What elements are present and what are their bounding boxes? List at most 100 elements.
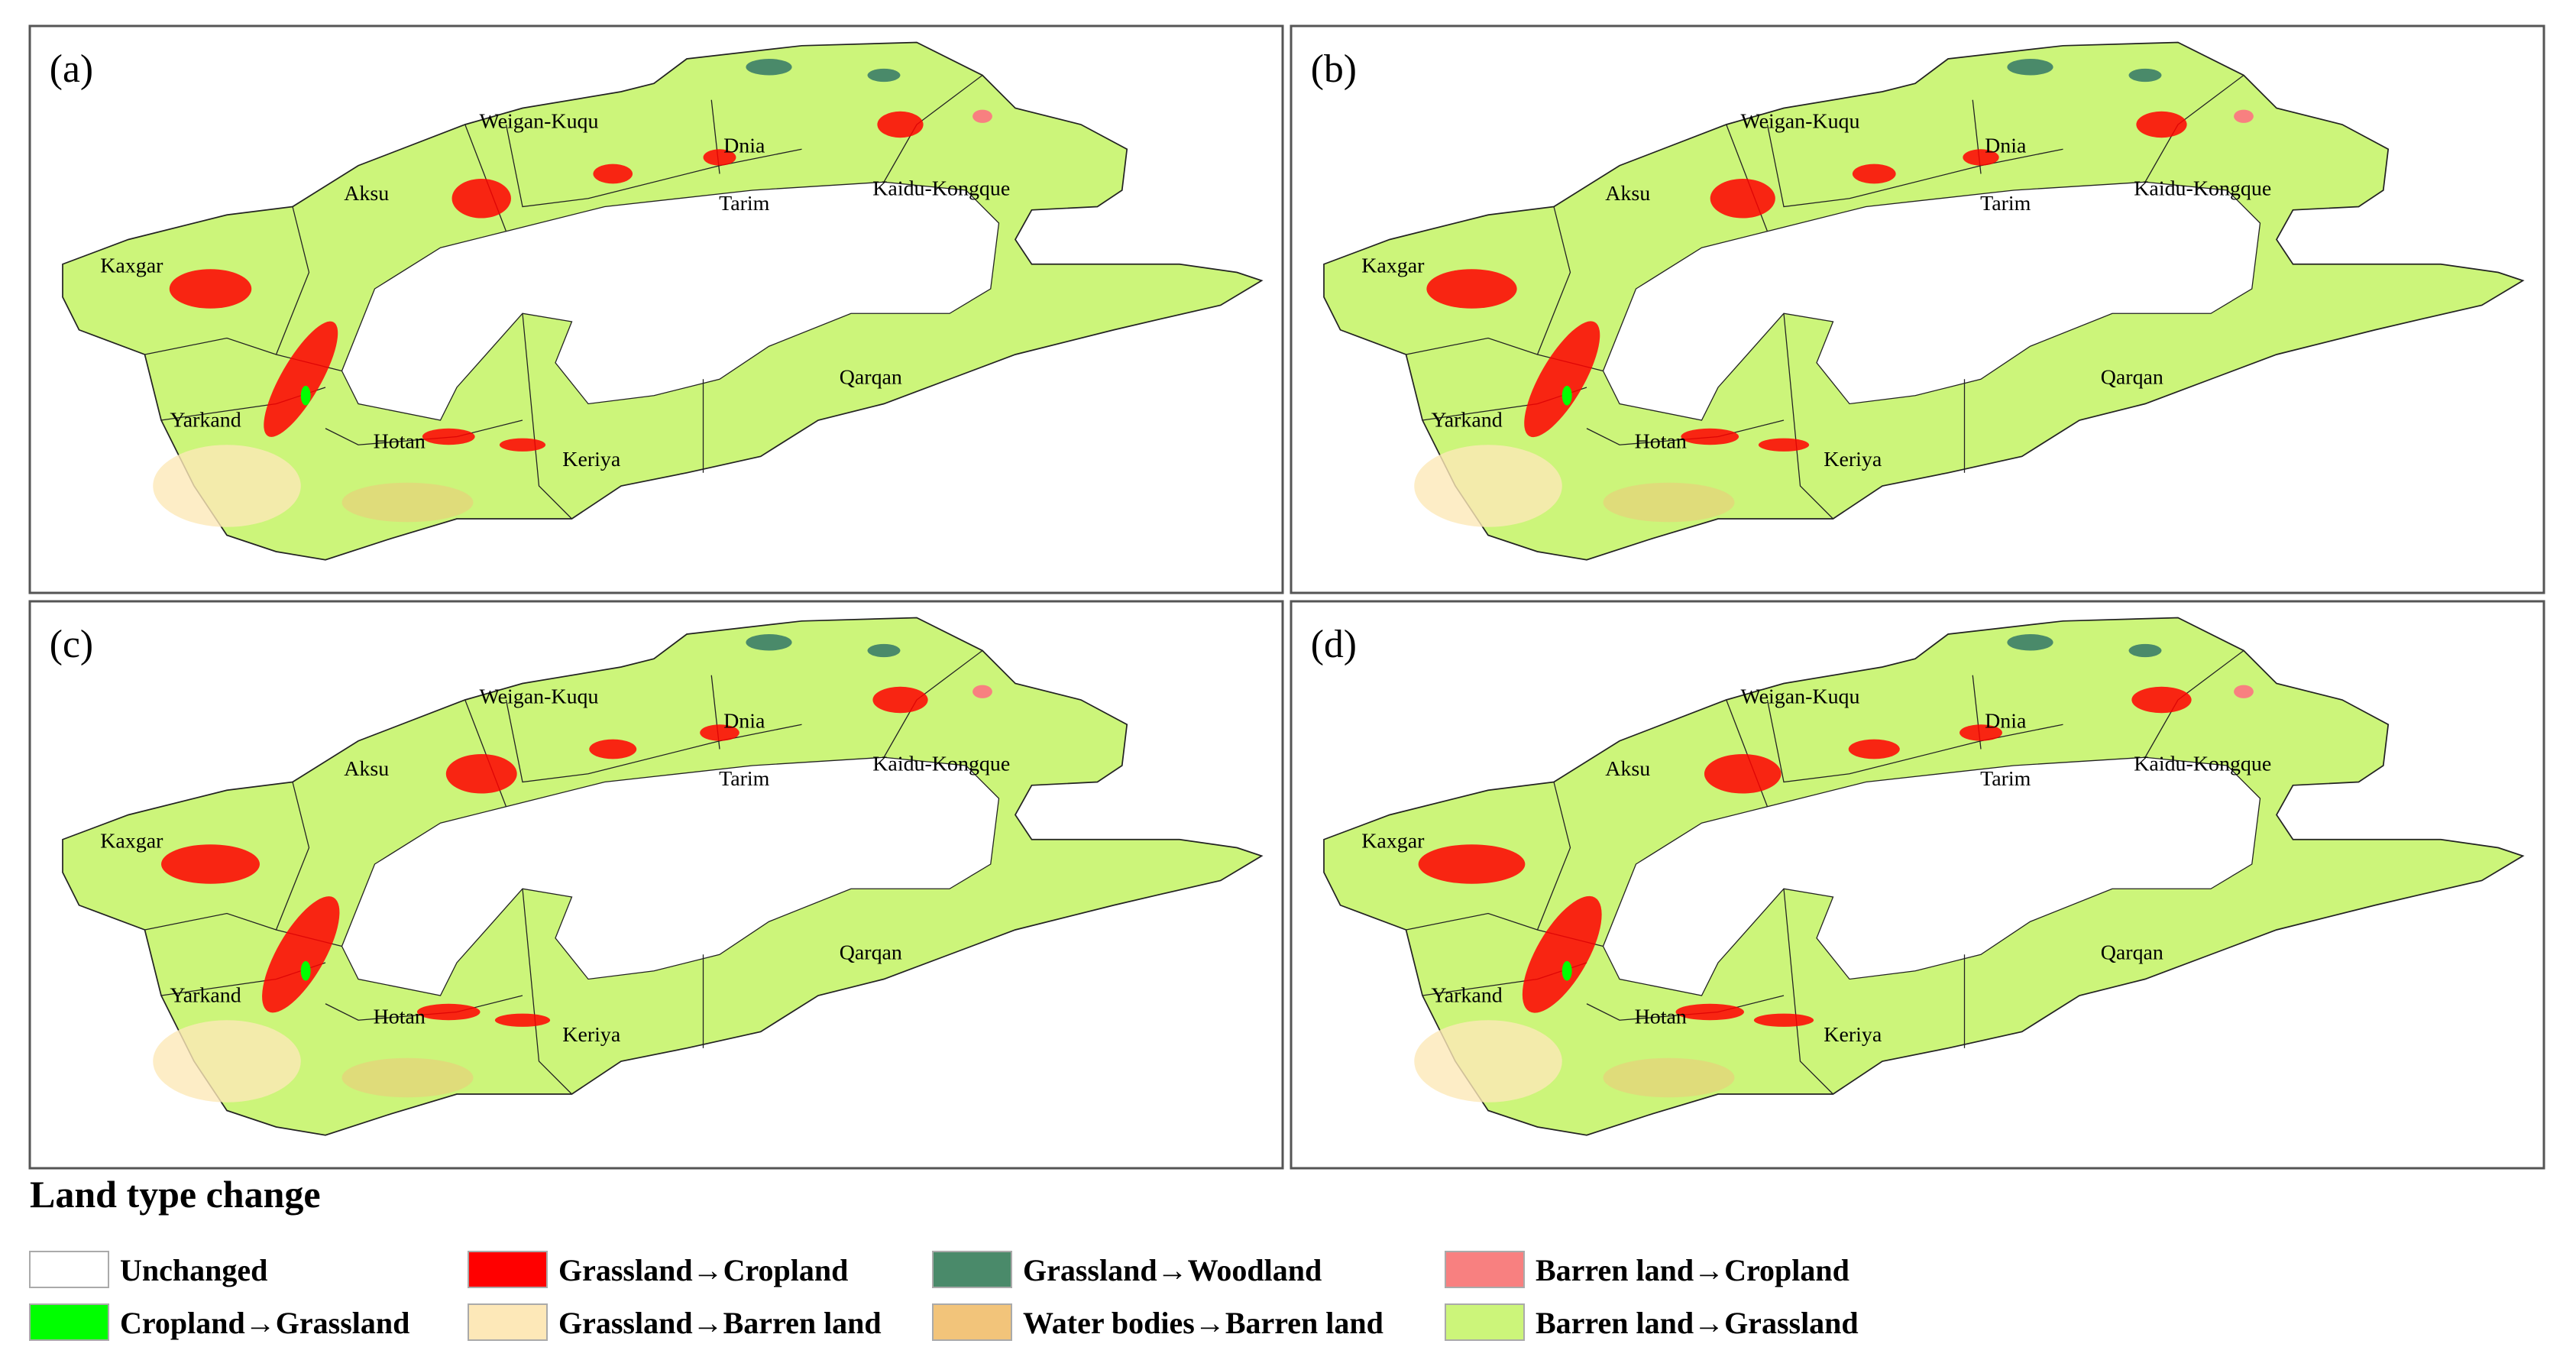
region-label: Weigan-Kuqu — [1740, 685, 1859, 708]
cropland-patch — [1522, 895, 1602, 1013]
region-boundary — [275, 206, 310, 355]
region-boundary — [1783, 313, 1833, 520]
cropland-patch — [1426, 269, 1517, 309]
region-boundary — [1783, 889, 1833, 1095]
cropland-patch — [2234, 685, 2254, 698]
region-boundary — [1586, 995, 1785, 1021]
grassland-patch — [1561, 960, 1572, 981]
region-boundary — [1586, 419, 1785, 445]
map: (a) Weigan-Kuqu Dnia Kaidu-Kongque Aksu Tarim… — [50, 41, 1264, 561]
legend-label: Water bodies→Barren land — [1023, 1306, 1383, 1340]
grassland-patch — [1561, 385, 1572, 406]
desert-unchanged — [1602, 756, 2261, 996]
region-label: Weigan-Kuqu — [479, 109, 598, 133]
region-label: Tarim — [1980, 192, 2031, 215]
legend-title: Land type change — [30, 1173, 321, 1216]
grassland-patch — [300, 960, 311, 981]
panel-label: (b) — [1311, 47, 1357, 91]
cropland-patch — [262, 896, 340, 1013]
region-label: Kaidu-Kongque — [872, 176, 1010, 200]
barren-patch — [1603, 1057, 1735, 1098]
region-label: Yarkand — [170, 984, 241, 1008]
cropland-patch — [1418, 844, 1526, 884]
cropland-patch — [700, 724, 739, 741]
region-label: Tarim — [1980, 767, 2031, 791]
cropland-patch — [2136, 111, 2187, 138]
woodland-patch — [2007, 59, 2053, 76]
legend-swatch — [1445, 1251, 1525, 1288]
region-label: Aksu — [344, 757, 389, 781]
region-label: Tarim — [719, 767, 770, 791]
region-boundary — [522, 889, 572, 1095]
region-label: Qarqan — [2101, 366, 2163, 390]
region-boundary — [1766, 699, 2063, 783]
legend-swatch — [29, 1303, 109, 1341]
legend-label: Cropland→Grassland — [120, 1306, 409, 1340]
region-label: Hotan — [1635, 1005, 1687, 1029]
woodland-patch — [2128, 68, 2162, 83]
region-label: Aksu — [344, 182, 389, 206]
cropland-patch — [264, 321, 338, 437]
region-boundary — [325, 995, 523, 1021]
region-label: Dnia — [1985, 710, 2027, 733]
panel-label: (c) — [50, 623, 93, 666]
cropland-patch — [589, 739, 637, 759]
region-label: Aksu — [1605, 757, 1650, 781]
cropland-patch — [445, 753, 517, 794]
cropland-patch — [972, 685, 992, 698]
region-label: Yarkand — [1431, 409, 1502, 432]
cropland-patch — [422, 428, 475, 445]
cropland-patch — [494, 1013, 551, 1027]
region-boundary — [1536, 782, 1571, 931]
region-boundary — [275, 782, 310, 931]
woodland-patch — [746, 59, 792, 76]
region-label: Keriya — [562, 448, 621, 471]
barren-patch — [341, 1057, 474, 1098]
cropland-patch — [877, 111, 924, 138]
cropland-patch — [2131, 686, 2192, 714]
legend-swatch — [468, 1251, 548, 1288]
barren-patch — [341, 482, 474, 523]
cropland-patch — [593, 164, 633, 184]
cropland-patch — [2234, 109, 2254, 123]
barren-patch — [153, 445, 301, 527]
cropland-patch — [1710, 178, 1775, 219]
region-label: Keriya — [1824, 448, 1882, 471]
cropland-patch — [1848, 739, 1900, 759]
region-label: Dnia — [723, 134, 765, 158]
cropland-patch — [1852, 164, 1896, 184]
region-label: Weigan-Kuqu — [479, 685, 598, 708]
region-label: Hotan — [374, 1005, 426, 1029]
legend-swatch — [932, 1303, 1012, 1341]
cropland-patch — [1963, 149, 1999, 166]
region-label: Aksu — [1605, 182, 1650, 206]
region-label: Dnia — [723, 710, 765, 733]
region-label: Qarqan — [840, 366, 902, 390]
cropland-patch — [1681, 428, 1739, 445]
woodland-patch — [2128, 643, 2162, 658]
cropland-patch — [169, 269, 252, 309]
woodland-patch — [867, 68, 901, 83]
region-label: Yarkand — [170, 409, 241, 432]
cropland-patch — [872, 686, 928, 714]
region-label: Keriya — [1824, 1023, 1882, 1047]
region-boundary — [522, 313, 572, 520]
region-label: Keriya — [562, 1023, 621, 1047]
barren-patch — [153, 1020, 301, 1103]
legend-swatch — [1445, 1303, 1525, 1341]
desert-unchanged — [1602, 181, 2261, 421]
desert-unchanged — [341, 181, 1000, 421]
cropland-patch — [1675, 1003, 1744, 1021]
cropland-patch — [703, 149, 736, 166]
woodland-patch — [867, 643, 901, 658]
region-label: Kaidu-Kongque — [872, 752, 1010, 776]
region-boundary — [1536, 206, 1571, 355]
barren-patch — [1414, 1020, 1562, 1103]
region-boundary — [505, 124, 802, 208]
region-boundary — [325, 419, 523, 445]
legend-label: Grassland→Cropland — [558, 1253, 848, 1287]
legend-swatch — [932, 1251, 1012, 1288]
region-label: Yarkand — [1431, 984, 1502, 1008]
cropland-patch — [1753, 1013, 1814, 1027]
